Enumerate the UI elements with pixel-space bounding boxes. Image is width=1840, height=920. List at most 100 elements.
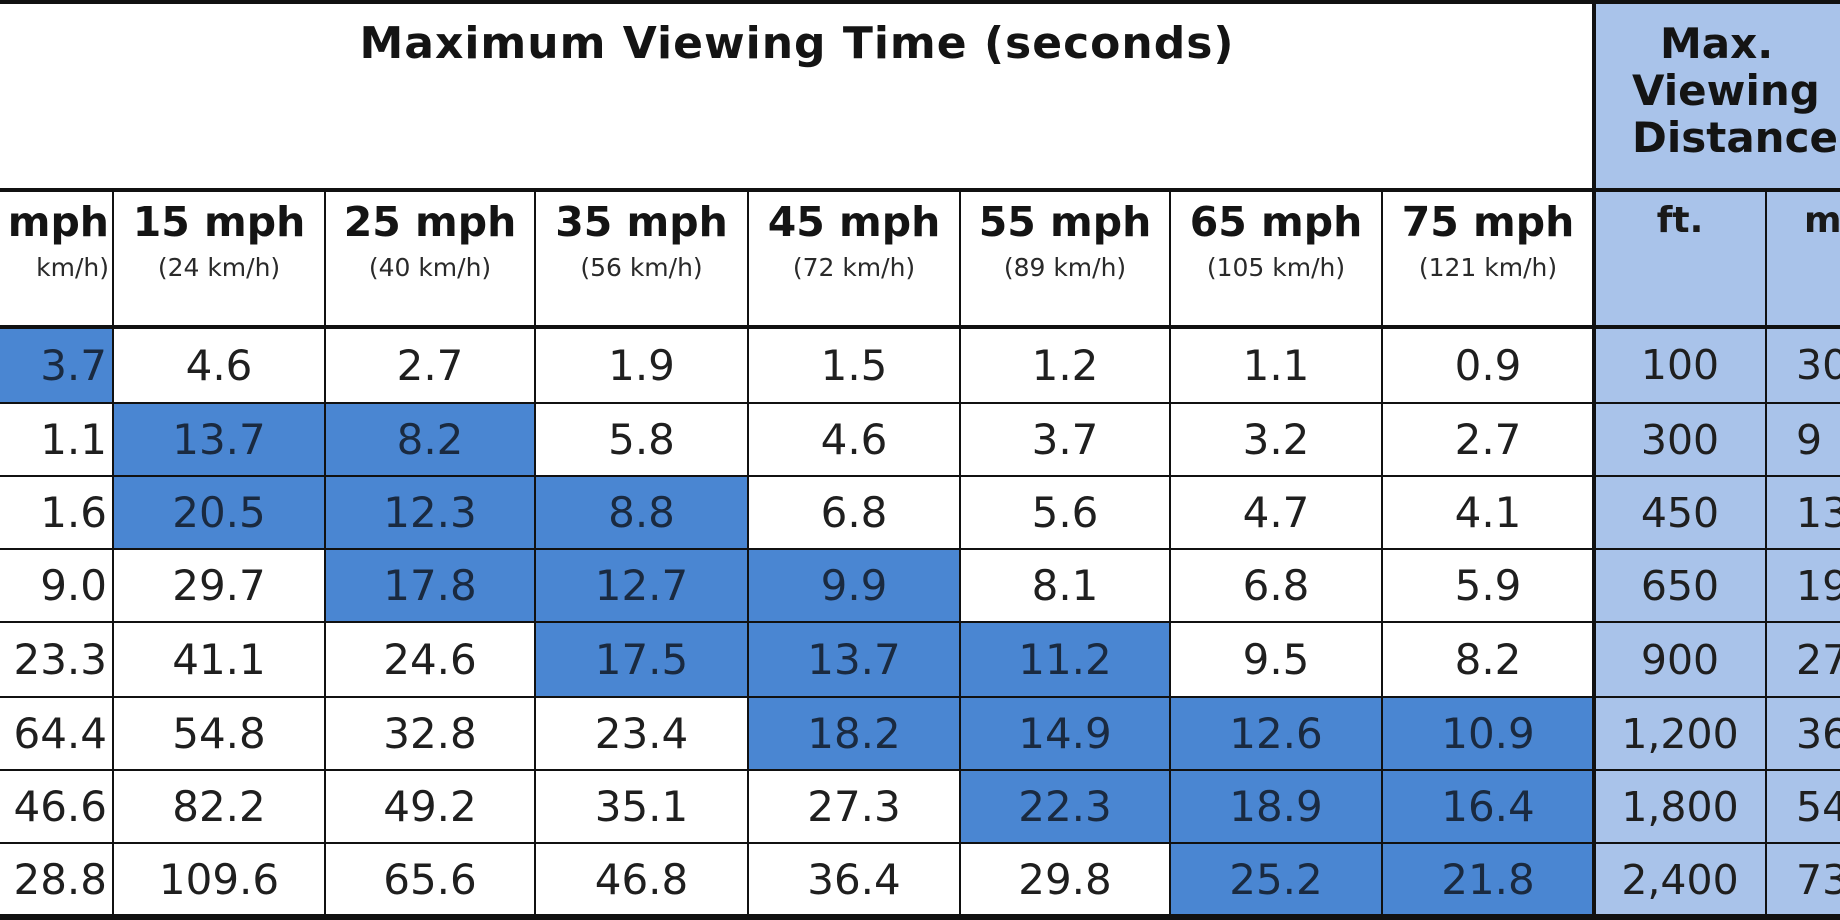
time-cell-highlighted: 17.8 [325,549,535,622]
time-cell-highlighted: 18.9 [1170,770,1382,843]
speed-header: 75 mph (121 km/h) [1382,190,1594,327]
grid-line-thick [0,914,1840,920]
time-cell: 32.8 [383,709,477,758]
time-cell-highlighted: 21.8 [1382,843,1594,916]
grid-line [1169,190,1171,916]
time-cell: 46.8 [594,855,689,904]
distance-ft: 300 [1594,403,1766,476]
grid-line [0,696,1840,698]
time-cell-highlighted: 8.2 [325,403,535,476]
time-cell: 24.6 [383,635,477,684]
grid-line [112,190,114,916]
time-cell: 8.1 [1031,561,1099,610]
distance-m: 13 [1766,476,1840,549]
time-cell: 23.3 [13,635,107,684]
speed-mph: 25 mph [343,198,517,246]
speed-kmh: (24 km/h) [157,253,281,282]
time-cell: 4.7 [1242,488,1310,537]
distance-ft: 450 [1594,476,1766,549]
grid-line [534,190,536,916]
unit-header: ft. [1594,190,1766,327]
grid-line [1765,190,1767,916]
distance-m: 9 [1766,403,1840,476]
speed-kmh: (72 km/h) [792,253,916,282]
time-cell: 35.1 [594,782,689,831]
speed-mph: 15 mph [132,198,306,246]
distance-m: 54 [1766,770,1840,843]
time-cell: 41.1 [172,635,266,684]
time-cell-highlighted: 8.8 [535,476,748,549]
time-cell-highlighted: 16.4 [1382,770,1594,843]
speed-header: 25 mph (40 km/h) [325,190,535,327]
time-cell-highlighted: 10.9 [1382,697,1594,770]
time-cell-highlighted: 18.2 [748,697,960,770]
speed-mph: 45 mph [767,198,941,246]
time-cell: 4.6 [185,340,253,390]
grid-line [959,190,961,916]
speed-kmh: (56 km/h) [580,253,703,282]
distance-header: Max. Viewing Distance [1594,0,1840,190]
speed-kmh: (40 km/h) [368,253,492,282]
speed-header: 45 mph (72 km/h) [748,190,960,327]
distance-header-line-2: Viewing [1632,66,1820,115]
time-cell-highlighted: 9.9 [748,549,960,622]
time-cell-highlighted: 12.7 [535,549,748,622]
time-cell: 64.4 [13,709,107,758]
time-cell-highlighted: 13.7 [748,622,960,697]
time-cell-highlighted: 12.3 [325,476,535,549]
grid-line [747,190,749,916]
distance-m: 27 [1766,622,1840,697]
distance-m: 19 [1766,549,1840,622]
time-cell: 2.7 [1454,415,1522,464]
distance-ft: 100 [1594,327,1766,403]
unit-header: m [1766,190,1840,327]
grid-line-thick [1592,0,1596,916]
speed-mph: 35 mph [555,198,728,246]
time-cell: 0.9 [1454,340,1522,390]
speed-header: 15 mph (24 km/h) [113,190,325,327]
time-cell: 1.2 [1031,340,1099,390]
grid-line [0,402,1840,404]
time-cell: 2.7 [396,340,464,390]
grid-line [0,475,1840,477]
time-cell: 54.8 [172,709,266,758]
speed-kmh: (121 km/h) [1418,253,1558,282]
time-cell-highlighted: 3.7 [0,327,113,403]
grid-line [0,621,1840,623]
grid-line [1381,190,1383,916]
time-cell: 1.6 [40,488,107,537]
time-cell: 4.6 [820,415,888,464]
grid-line-thick [0,188,1840,192]
speed-header: mph km/h) [0,190,113,327]
distance-ft: 2,400 [1594,843,1766,916]
time-cell: 27.3 [807,782,901,831]
time-cell: 23.4 [594,709,689,758]
speed-kmh: (105 km/h) [1206,253,1346,282]
time-cell-highlighted: 25.2 [1170,843,1382,916]
time-cell: 65.6 [383,855,477,904]
time-cell: 29.7 [172,561,266,610]
speed-kmh: km/h) [36,253,109,282]
time-cell: 46.6 [13,782,107,831]
grid-line-thick [0,0,1840,4]
time-cell: 109.6 [158,855,280,904]
grid-line-thick [0,325,1840,329]
time-cell: 3.2 [1242,415,1310,464]
distance-ft: 650 [1594,549,1766,622]
speed-mph: mph [7,198,109,246]
time-cell: 36.4 [807,855,901,904]
distance-ft: 1,800 [1594,770,1766,843]
time-cell: 5.9 [1454,561,1522,610]
time-cell: 28.8 [13,855,107,904]
distance-m: 36 [1766,697,1840,770]
time-cell-highlighted: 12.6 [1170,697,1382,770]
distance-ft: 900 [1594,622,1766,697]
time-cell: 6.8 [1242,561,1310,610]
time-cell: 9.0 [40,561,107,610]
time-cell-highlighted: 22.3 [960,770,1170,843]
table-title: Maximum Viewing Time (seconds) [359,18,1235,69]
time-cell: 1.1 [1242,340,1310,390]
time-cell: 6.8 [820,488,888,537]
grid-line [0,769,1840,771]
